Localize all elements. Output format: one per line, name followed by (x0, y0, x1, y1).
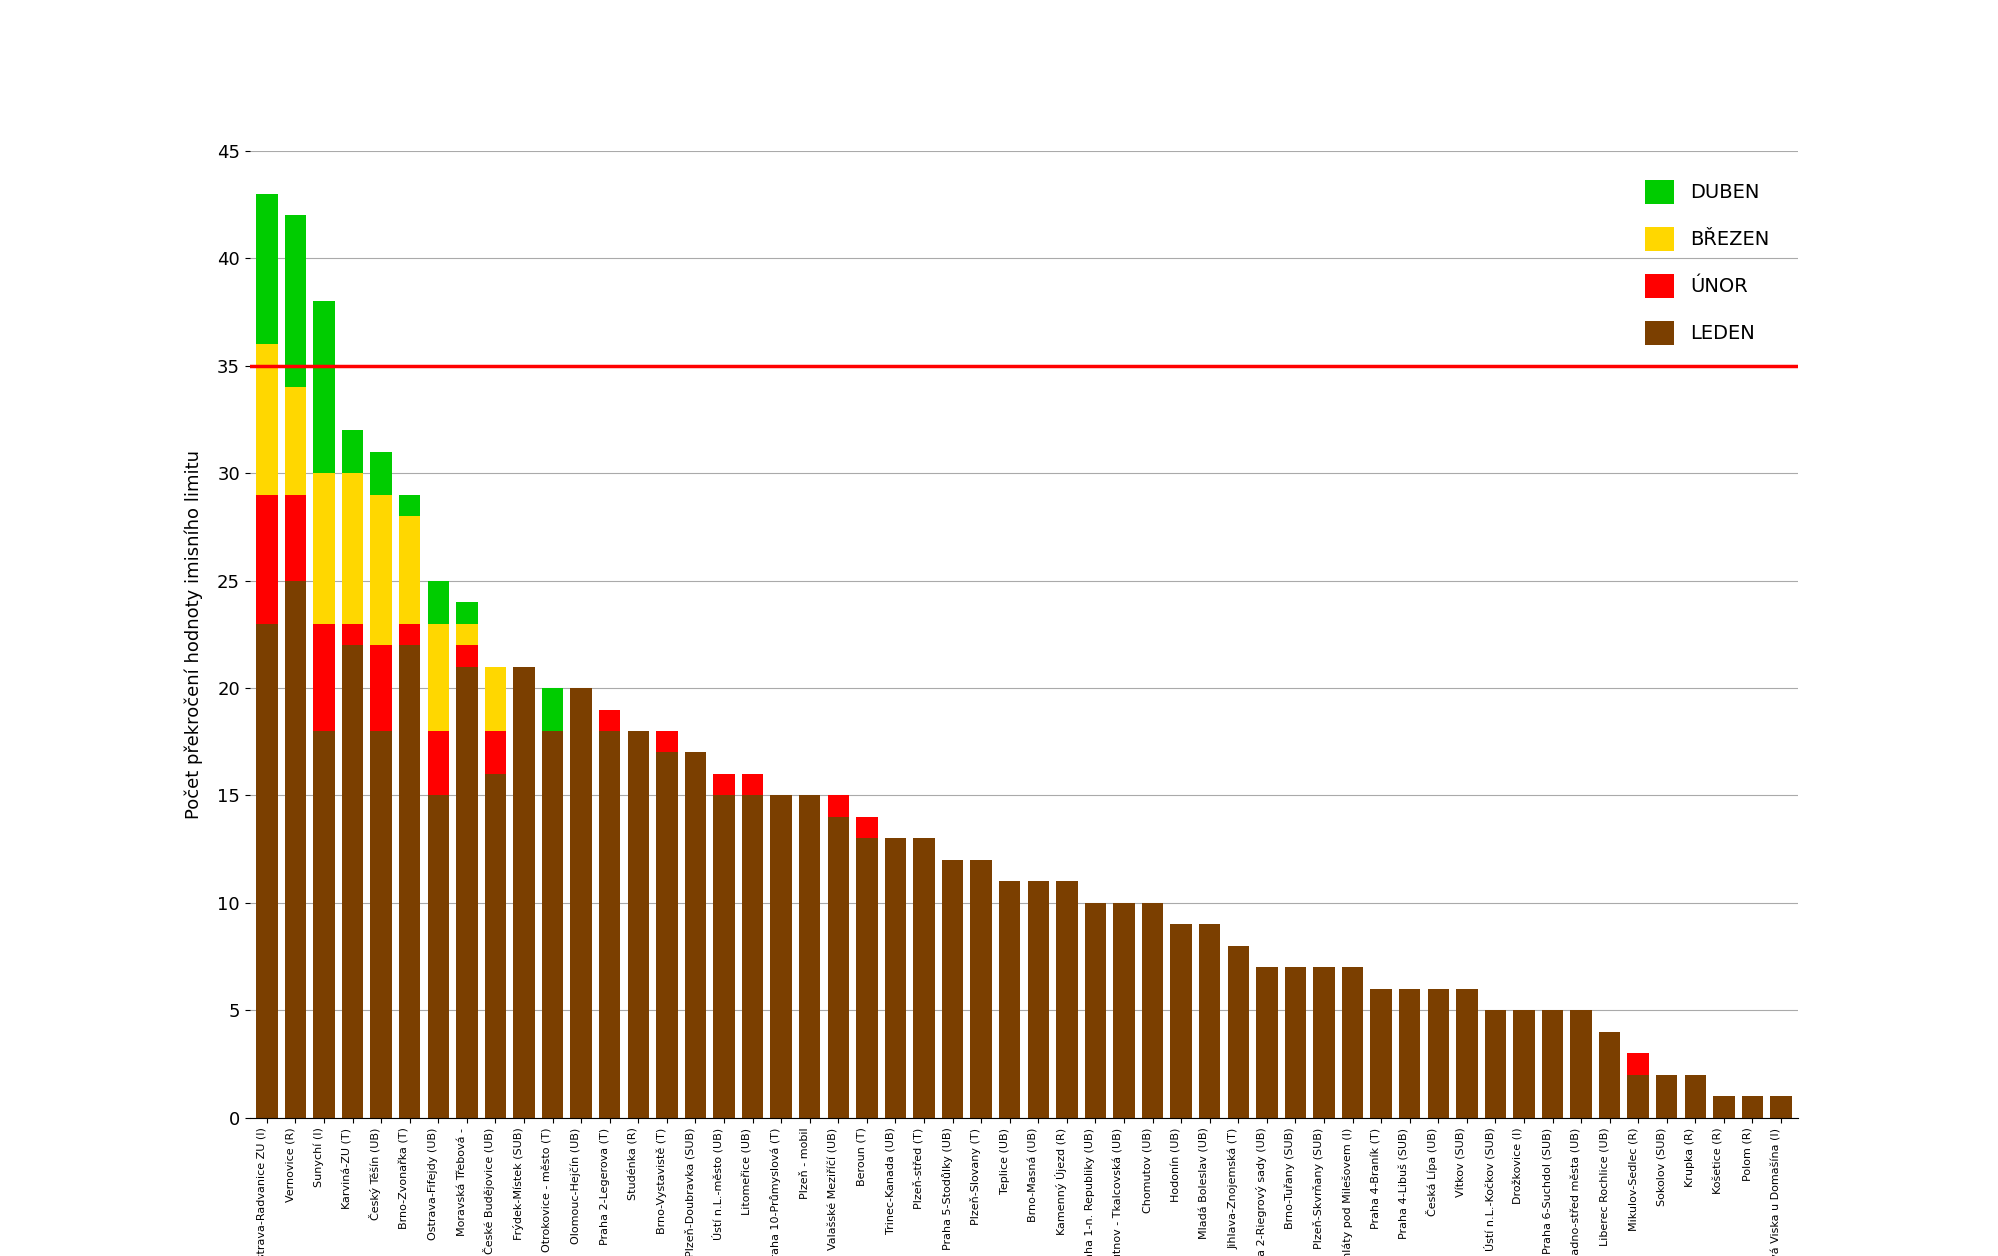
Bar (1542, 1010, 1562, 1118)
Bar (599, 710, 621, 731)
Bar (400, 623, 420, 646)
Bar (1371, 988, 1393, 1118)
Bar (1628, 1075, 1648, 1118)
Bar (999, 882, 1021, 1118)
Bar (1171, 924, 1193, 1118)
Bar (655, 731, 677, 752)
Bar (1598, 1032, 1620, 1118)
Bar (655, 752, 677, 1118)
Bar (256, 193, 278, 344)
Bar (400, 646, 420, 1118)
Bar (314, 731, 336, 1118)
Bar (1285, 967, 1307, 1118)
Bar (685, 752, 705, 1118)
Bar (771, 795, 791, 1118)
Bar (342, 474, 364, 623)
Bar (1227, 946, 1249, 1118)
Bar (1199, 924, 1221, 1118)
Bar (855, 816, 877, 839)
Bar (1399, 988, 1421, 1118)
Bar (370, 495, 392, 646)
Bar (286, 215, 306, 387)
Legend: DUBEN, BŘEZEN, ÚNOR, LEDEN: DUBEN, BŘEZEN, ÚNOR, LEDEN (1626, 161, 1788, 364)
Bar (741, 774, 763, 795)
Bar (1057, 882, 1077, 1118)
Bar (456, 646, 478, 667)
Bar (885, 839, 907, 1118)
Bar (513, 667, 535, 1118)
Bar (456, 623, 478, 646)
Bar (314, 474, 336, 623)
Bar (370, 646, 392, 731)
Bar (599, 731, 621, 1118)
Bar (1628, 1054, 1648, 1075)
Bar (941, 860, 963, 1118)
Bar (314, 301, 336, 474)
Bar (456, 667, 478, 1118)
Bar (256, 344, 278, 495)
Bar (400, 516, 420, 623)
Bar (541, 688, 563, 731)
Bar (1343, 967, 1363, 1118)
Bar (1427, 988, 1449, 1118)
Bar (971, 860, 991, 1118)
Bar (827, 795, 849, 816)
Bar (286, 495, 306, 580)
Bar (370, 731, 392, 1118)
Bar (286, 387, 306, 495)
Bar (256, 495, 278, 623)
Bar (286, 580, 306, 1118)
Bar (342, 430, 364, 474)
Bar (428, 731, 450, 795)
Bar (428, 580, 450, 623)
Bar (1085, 903, 1107, 1118)
Bar (1712, 1096, 1734, 1118)
Bar (1113, 903, 1135, 1118)
Bar (1485, 1010, 1506, 1118)
Bar (571, 688, 591, 1118)
Bar (1656, 1075, 1678, 1118)
Bar (342, 646, 364, 1118)
Y-axis label: Počet překročení hodnoty imisního limitu: Počet překročení hodnoty imisního limitu (184, 450, 204, 819)
Bar (913, 839, 935, 1118)
Bar (627, 731, 649, 1118)
Bar (486, 774, 505, 1118)
Bar (400, 495, 420, 516)
Bar (541, 731, 563, 1118)
Bar (1512, 1010, 1534, 1118)
Bar (486, 731, 505, 774)
Bar (456, 602, 478, 623)
Bar (1684, 1075, 1706, 1118)
Bar (370, 452, 392, 495)
Bar (256, 623, 278, 1118)
Bar (428, 623, 450, 731)
Bar (1141, 903, 1163, 1118)
Bar (1313, 967, 1335, 1118)
Bar (428, 795, 450, 1118)
Bar (799, 795, 821, 1118)
Bar (741, 795, 763, 1118)
Bar (1457, 988, 1477, 1118)
Bar (1742, 1096, 1762, 1118)
Bar (855, 839, 877, 1118)
Bar (486, 667, 505, 731)
Bar (314, 623, 336, 731)
Bar (827, 816, 849, 1118)
Bar (713, 774, 735, 795)
Bar (1027, 882, 1049, 1118)
Bar (1257, 967, 1277, 1118)
Bar (1770, 1096, 1792, 1118)
Bar (713, 795, 735, 1118)
Bar (1570, 1010, 1592, 1118)
Bar (342, 623, 364, 646)
